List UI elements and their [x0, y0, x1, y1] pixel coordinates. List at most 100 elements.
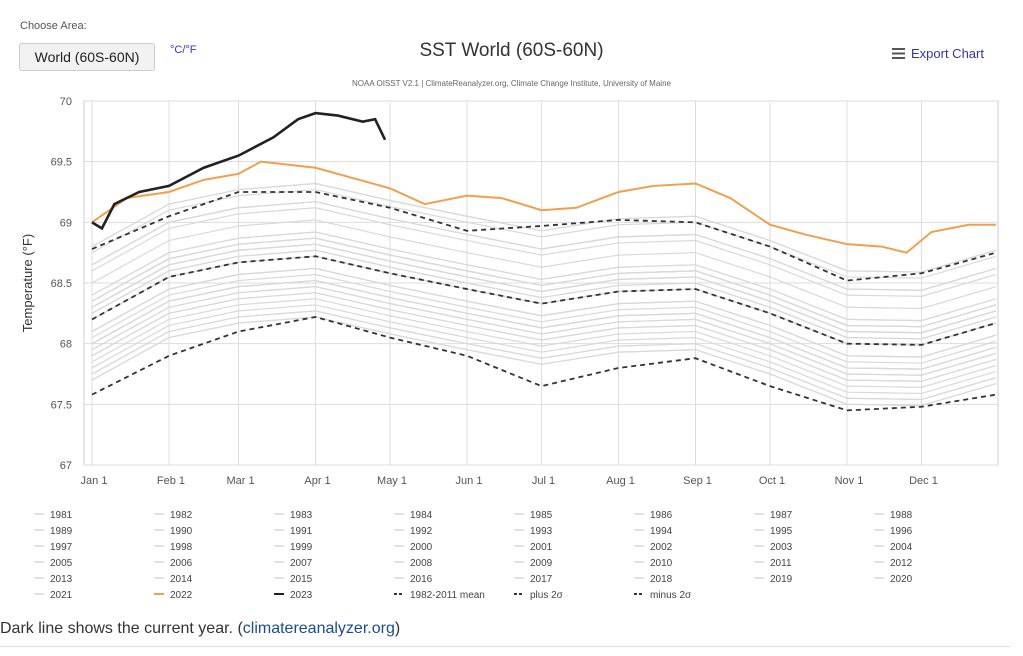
y-tick-label: 67.5: [51, 399, 72, 411]
y-tick-label: 68: [60, 339, 72, 351]
y-tick-label: 67: [60, 460, 72, 472]
legend-item-1990[interactable]: 1990: [170, 526, 193, 537]
legend-item-2018[interactable]: 2018: [650, 574, 673, 585]
y-tick-label: 68.5: [51, 278, 72, 290]
caption-text: Dark line shows the current year. (: [0, 620, 243, 637]
x-tick-label: Dec 1: [909, 475, 938, 487]
series-line-1993: [91, 286, 997, 376]
legend-item-1982[interactable]: 1982: [170, 510, 193, 521]
legend-item-2001[interactable]: 2001: [530, 542, 553, 553]
series-line-1994: [91, 279, 997, 370]
x-tick-label: Jan 1: [81, 475, 108, 487]
x-tick-label: Sep 1: [683, 475, 712, 487]
units-toggle[interactable]: °C/°F: [170, 44, 197, 56]
area-select[interactable]: World (60S-60N): [19, 43, 155, 71]
legend-item-2014[interactable]: 2014: [170, 574, 193, 585]
legend-item-1998[interactable]: 1998: [170, 542, 193, 553]
caption: Dark line shows the current year. (clima…: [0, 620, 400, 638]
legend-item-1993[interactable]: 1993: [530, 526, 553, 537]
menu-icon: [892, 48, 905, 59]
chart: 67 67.5 68 68.5 69 69.5 70 Jan 1 Feb 1 Mar 1 Apr 1…: [20, 96, 999, 601]
legend-item-2000[interactable]: 2000: [410, 542, 433, 553]
x-tick-label: Apr 1: [304, 475, 330, 487]
legend-item-plus-2-[interactable]: plus 2σ: [530, 590, 564, 601]
legend-item-2013[interactable]: 2013: [50, 574, 73, 585]
x-tick-label: Aug 1: [606, 475, 635, 487]
legend-item-1992[interactable]: 1992: [410, 526, 433, 537]
legend-item-1981[interactable]: 1981: [50, 510, 73, 521]
legend-item-2022[interactable]: 2022: [170, 590, 193, 601]
x-tick-label: Mar 1: [226, 475, 254, 487]
y-axis-label: Temperature (°F): [20, 234, 35, 332]
legend-item-1985[interactable]: 1985: [530, 510, 553, 521]
legend-item-2019[interactable]: 2019: [770, 574, 793, 585]
chart-subtitle: NOAA OISST V2.1 | ClimateReanalyzer.org,…: [352, 79, 671, 88]
legend-item-2017[interactable]: 2017: [530, 574, 553, 585]
series-line-1996: [91, 273, 997, 364]
x-tick-label: May 1: [377, 475, 407, 487]
legend-item-1999[interactable]: 1999: [290, 542, 313, 553]
series-line-2019: [91, 188, 997, 279]
series-line-2023: [91, 111, 387, 231]
x-tick-label: Nov 1: [835, 475, 864, 487]
legend-item-2008[interactable]: 2008: [410, 558, 433, 569]
series-line-1982-2011-mean: [91, 255, 997, 346]
series-line-minus-2-: [91, 316, 997, 412]
legend-item-2004[interactable]: 2004: [890, 542, 913, 553]
y-tick-label: 70: [60, 96, 72, 108]
divider: [0, 646, 1010, 647]
legend-item-1991[interactable]: 1991: [290, 526, 313, 537]
legend-item-2003[interactable]: 2003: [770, 542, 793, 553]
x-tick-label: Jul 1: [532, 475, 555, 487]
series-line-1984: [91, 310, 997, 401]
series-line-2014: [91, 219, 997, 310]
series-line-2022: [91, 160, 996, 254]
x-tick-label: Oct 1: [759, 475, 785, 487]
legend-item-2006[interactable]: 2006: [170, 558, 193, 569]
x-tick-label: Feb 1: [157, 475, 185, 487]
legend-item-2021[interactable]: 2021: [50, 590, 73, 601]
legend-item-1983[interactable]: 1983: [290, 510, 313, 521]
legend-item-1996[interactable]: 1996: [890, 526, 913, 537]
series-line-2012: [91, 237, 997, 328]
legend-item-2011[interactable]: 2011: [770, 558, 792, 569]
legend-item-1986[interactable]: 1986: [650, 510, 673, 521]
x-tick-label: Jun 1: [456, 475, 483, 487]
legend-item-2010[interactable]: 2010: [650, 558, 673, 569]
series-line-2021: [91, 201, 997, 291]
series-line-plus-2-: [91, 191, 997, 282]
series-line-2013: [91, 231, 997, 322]
legend-item-1988[interactable]: 1988: [890, 510, 913, 521]
series-line-2000: [91, 267, 997, 358]
series-line-1986: [91, 304, 997, 395]
series-line-2006: [91, 243, 997, 334]
export-chart-button[interactable]: Export Chart: [892, 46, 984, 61]
legend-item-2009[interactable]: 2009: [530, 558, 553, 569]
y-tick-label: 69.5: [51, 157, 72, 169]
series-line-1989: [91, 298, 997, 388]
export-chart-label: Export Chart: [911, 46, 984, 61]
legend-item-1995[interactable]: 1995: [770, 526, 793, 537]
legend-item-1987[interactable]: 1987: [770, 510, 793, 521]
legend-item-1984[interactable]: 1984: [410, 510, 433, 521]
legend-item-1997[interactable]: 1997: [50, 542, 73, 553]
series-line-2018: [91, 207, 997, 297]
series-line-2020: [91, 182, 997, 273]
legend-item-2002[interactable]: 2002: [650, 542, 673, 553]
legend-item-minus-2-[interactable]: minus 2σ: [650, 590, 692, 601]
legend-item-2015[interactable]: 2015: [290, 574, 313, 585]
caption-close: ): [394, 620, 401, 637]
choose-area-label: Choose Area:: [20, 20, 87, 32]
legend-item-2007[interactable]: 2007: [290, 558, 313, 569]
legend-item-2012[interactable]: 2012: [890, 558, 913, 569]
legend-item-2005[interactable]: 2005: [50, 558, 73, 569]
climatereanalyzer-link[interactable]: climatereanalyzer.org: [242, 620, 395, 637]
legend-item-2023[interactable]: 2023: [290, 590, 313, 601]
legend-item-2020[interactable]: 2020: [890, 574, 913, 585]
y-tick-label: 69: [60, 217, 72, 229]
legend-item-1989[interactable]: 1989: [50, 526, 73, 537]
legend-item-2016[interactable]: 2016: [410, 574, 433, 585]
series-line-2011: [91, 249, 997, 340]
legend-item-1994[interactable]: 1994: [650, 526, 673, 537]
legend-item-1982-2011-mean[interactable]: 1982-2011 mean: [410, 590, 485, 601]
